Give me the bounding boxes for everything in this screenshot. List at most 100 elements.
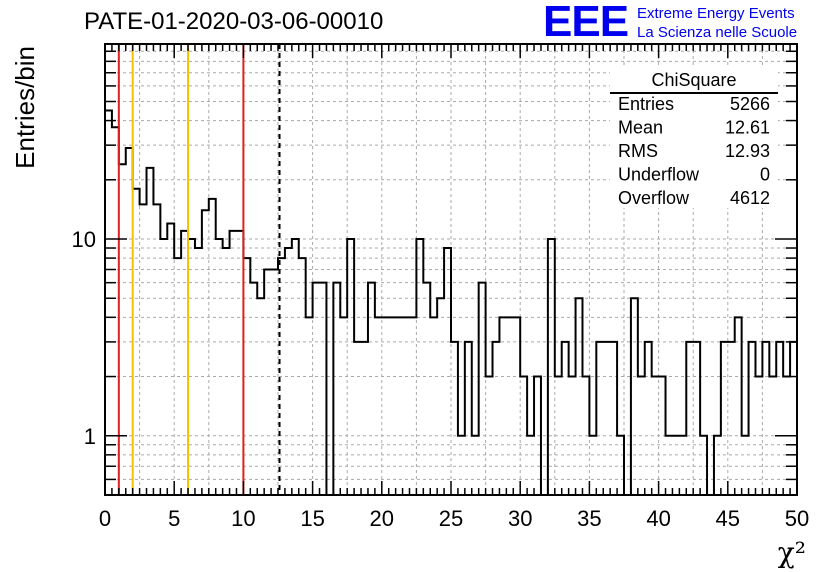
- logo-line-2: La Scienza nelle Scuole: [637, 24, 798, 41]
- histogram-bin: [416, 239, 423, 495]
- x-tick-label: 5: [168, 506, 180, 531]
- histogram-bin: [320, 283, 327, 495]
- axis-labels: Entries/bin χ²: [10, 46, 806, 569]
- histogram-bin: [382, 317, 389, 495]
- stats-label: Underflow: [618, 165, 700, 185]
- logo-line-1: Extreme Energy Events: [637, 5, 795, 22]
- histogram-bin: [409, 317, 416, 495]
- histogram-bin: [257, 298, 264, 495]
- histogram-bin: [264, 270, 271, 496]
- histogram-series: [105, 109, 797, 496]
- histogram-bin: [562, 342, 569, 495]
- histogram-bin: [306, 317, 313, 495]
- histogram-bin: [749, 342, 756, 495]
- histogram-bin: [119, 164, 126, 495]
- stats-value: 5266: [730, 94, 770, 114]
- histogram-bin: [479, 283, 486, 495]
- histogram-bin: [423, 283, 430, 495]
- histogram-bin: [396, 317, 403, 495]
- histogram-bin: [195, 248, 202, 495]
- histogram-bin: [430, 317, 437, 495]
- axis-ticks: 0 5 10 15 20 25 30 35 40 45 50 1 10: [72, 44, 809, 531]
- histogram-bin: [271, 270, 278, 496]
- stats-value: 12.61: [725, 118, 770, 138]
- histogram-bin: [333, 283, 340, 495]
- histogram-bin: [202, 210, 209, 495]
- histogram-bin: [361, 342, 368, 495]
- x-tick-label: 45: [716, 506, 740, 531]
- histogram-bin: [285, 248, 292, 495]
- histogram-bin: [389, 317, 396, 495]
- x-tick-label: 15: [300, 506, 324, 531]
- histogram-bin: [762, 342, 769, 495]
- histogram-bin: [465, 342, 472, 495]
- histogram-bin: [160, 239, 167, 495]
- histogram-bin: [499, 317, 506, 495]
- stats-label: Overflow: [618, 188, 690, 208]
- stats-rows: Entries 5266 Mean 12.61 RMS 12.93 Underflow 0 Ov…: [618, 94, 770, 208]
- x-tick-label: 0: [99, 506, 111, 531]
- stats-label: Mean: [618, 118, 663, 138]
- x-tick-label: 20: [370, 506, 394, 531]
- eee-logo: EEE Extreme Energy Events La Scienza nel…: [543, 0, 835, 46]
- histogram-bin: [721, 342, 728, 495]
- x-tick-label: 30: [508, 506, 532, 531]
- stats-value: 4612: [730, 188, 770, 208]
- stats-value: 12.93: [725, 141, 770, 161]
- histogram-bin: [216, 239, 223, 495]
- x-tick-label: 35: [577, 506, 601, 531]
- histogram-bin: [444, 248, 451, 495]
- y-tick-label: 1: [84, 424, 96, 449]
- histogram-bin: [513, 317, 520, 495]
- histogram-bin: [250, 283, 257, 495]
- histogram-bin: [493, 342, 500, 495]
- histogram-bin: [347, 239, 354, 495]
- histogram-bin: [631, 298, 638, 495]
- histogram-bin: [506, 317, 513, 495]
- x-tick-label: 25: [439, 506, 463, 531]
- histogram-bin: [548, 239, 555, 495]
- histogram-bin: [223, 248, 230, 495]
- stats-value: 0: [760, 165, 770, 185]
- histogram-bin: [375, 317, 382, 495]
- stats-label: Entries: [618, 94, 674, 114]
- histogram-bin: [403, 317, 410, 495]
- histogram-bin: [188, 239, 195, 495]
- histogram-bin: [112, 127, 119, 495]
- x-tick-label: 10: [231, 506, 255, 531]
- histogram-bin: [596, 342, 603, 495]
- stats-label: RMS: [618, 141, 658, 161]
- histogram-bin: [576, 298, 583, 495]
- histogram-bin: [610, 342, 617, 495]
- histogram-bin: [230, 231, 237, 495]
- histogram-bin: [167, 223, 174, 495]
- histogram-bin: [147, 168, 154, 495]
- histogram-bin: [126, 148, 133, 495]
- histogram-bin: [368, 283, 375, 495]
- histogram-bin: [693, 342, 700, 495]
- histogram-bin: [105, 111, 112, 495]
- histogram-bin: [313, 283, 320, 495]
- x-axis-label: χ²: [778, 536, 806, 569]
- histogram-bin: [686, 342, 693, 495]
- histogram-bin: [451, 342, 458, 495]
- y-axis-label: Entries/bin: [10, 46, 40, 169]
- histogram-bin: [790, 342, 797, 495]
- histogram-bin: [292, 239, 299, 495]
- histogram-bin: [645, 342, 652, 495]
- histogram-bin: [340, 317, 347, 495]
- stats-box-title: ChiSquare: [651, 70, 736, 90]
- histogram-bin: [236, 231, 243, 495]
- histogram-outline: [105, 109, 797, 496]
- threshold-lines: [117, 44, 281, 495]
- histogram-bin: [776, 342, 783, 495]
- histogram-bin: [735, 317, 742, 495]
- page-title: PATE-01-2020-03-06-00010: [84, 8, 384, 35]
- histogram-bin: [354, 342, 361, 495]
- histogram-bin: [209, 199, 216, 495]
- histogram-bin: [437, 298, 444, 495]
- x-tick-label: 40: [646, 506, 670, 531]
- y-tick-label: 10: [72, 227, 96, 252]
- histogram-bin: [603, 342, 610, 495]
